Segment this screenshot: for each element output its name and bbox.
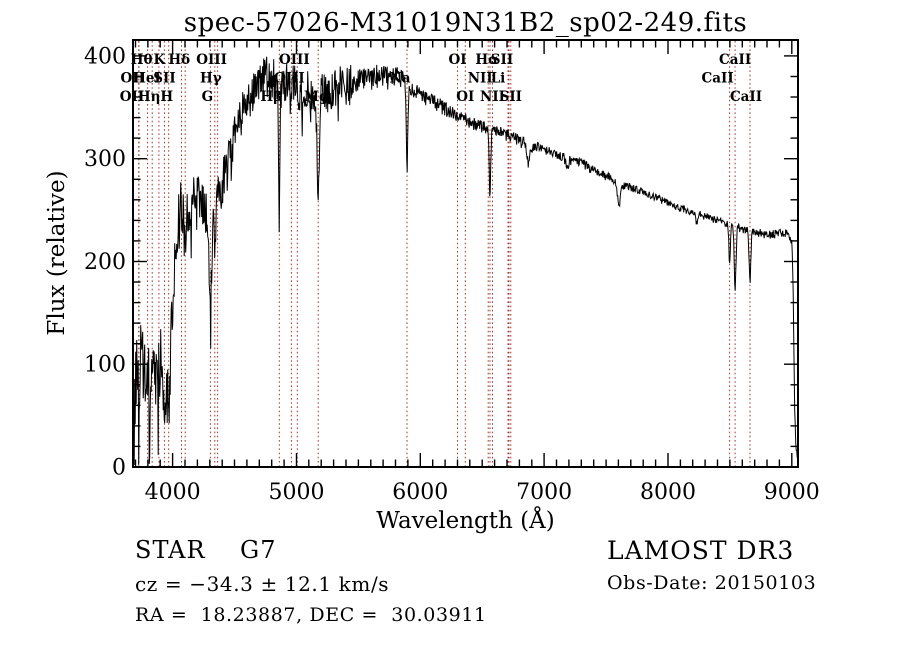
x-tick-label: 6000 [392,480,448,505]
figure-title: spec-57026-M31019N31B2_sp02-249.fits [183,8,748,38]
spectral-line-label: OII [121,71,145,87]
x-tick-label: 9000 [764,480,820,505]
spectral-line-label: Li [491,71,506,87]
spectral-line-label: K [154,52,167,68]
y-tick-label: 0 [112,456,126,481]
spectral-line-label: Hη [138,89,161,105]
spectral-line-label: CaII [719,52,751,68]
spectral-line-label: OI [448,52,466,68]
x-tick-label: 4000 [145,480,201,505]
spectral-line-label: SII [153,71,175,87]
radial-velocity-text: cz = −34.3 ± 12.1 km/s [135,572,390,596]
spectral-line-label: OI [456,89,474,105]
spectral-line-label: OIII [279,52,310,68]
spectral-line-label: Hγ [200,71,222,87]
spectral-line-label: OIII [196,52,227,68]
spectral-line-label: Mg [304,89,329,105]
spectral-line-markers [138,41,751,466]
y-tick-label: 100 [84,353,126,378]
spectral-line-label: CaII [730,89,762,105]
spectral-line-label: H [160,89,173,105]
y-tick-label: 200 [84,250,126,275]
x-tick-label: 7000 [516,480,572,505]
classification-text: STAR G7 [135,536,277,564]
x-axis-label: Wavelength (Å) [376,506,554,534]
spectral-line-label: Hθ [131,52,153,68]
axis-ticks [134,41,797,468]
spectral-line-label: CaII [702,71,734,87]
y-tick-label: 300 [84,147,126,172]
y-axis-label: Flux (relative) [44,170,70,335]
spectral-line-label: OII [120,89,144,105]
x-tick-label: 8000 [640,480,696,505]
tick-labels: 4000 5000 6000 7000 8000 9000 0 100 200 300 400 [84,44,820,505]
spectral-line-label: SII [491,52,513,68]
survey-release-text: LAMOST DR3 [607,536,795,565]
spectral-line-label: HeI [133,71,161,87]
spectral-line-label: Hδ [168,52,190,68]
spectral-line-label: OIII [274,71,305,87]
spectrum-trace [133,56,798,465]
spectral-line-label: G [202,89,214,105]
x-tick-label: 5000 [269,480,325,505]
obs-date-text: Obs-Date: 20150103 [607,572,817,594]
spectral-line-label: NII [480,89,505,105]
spectral-line-label: Na [389,71,410,87]
spectral-line-label: NII [468,71,493,87]
spectral-line-label: Hα [475,52,499,68]
spectral-line-labels: OII OII Hθ Hη HeI K H SII Hδ G Hγ OIII Hβ OIII OIII Mg N… [120,52,762,105]
spectral-line-label: SII [500,89,522,105]
ra-dec-text: RA = 18.23887, DEC = 30.03911 [135,604,487,626]
y-tick-label: 400 [84,44,126,69]
spectral-line-label: Hβ [260,89,282,105]
plot-box [132,39,799,468]
